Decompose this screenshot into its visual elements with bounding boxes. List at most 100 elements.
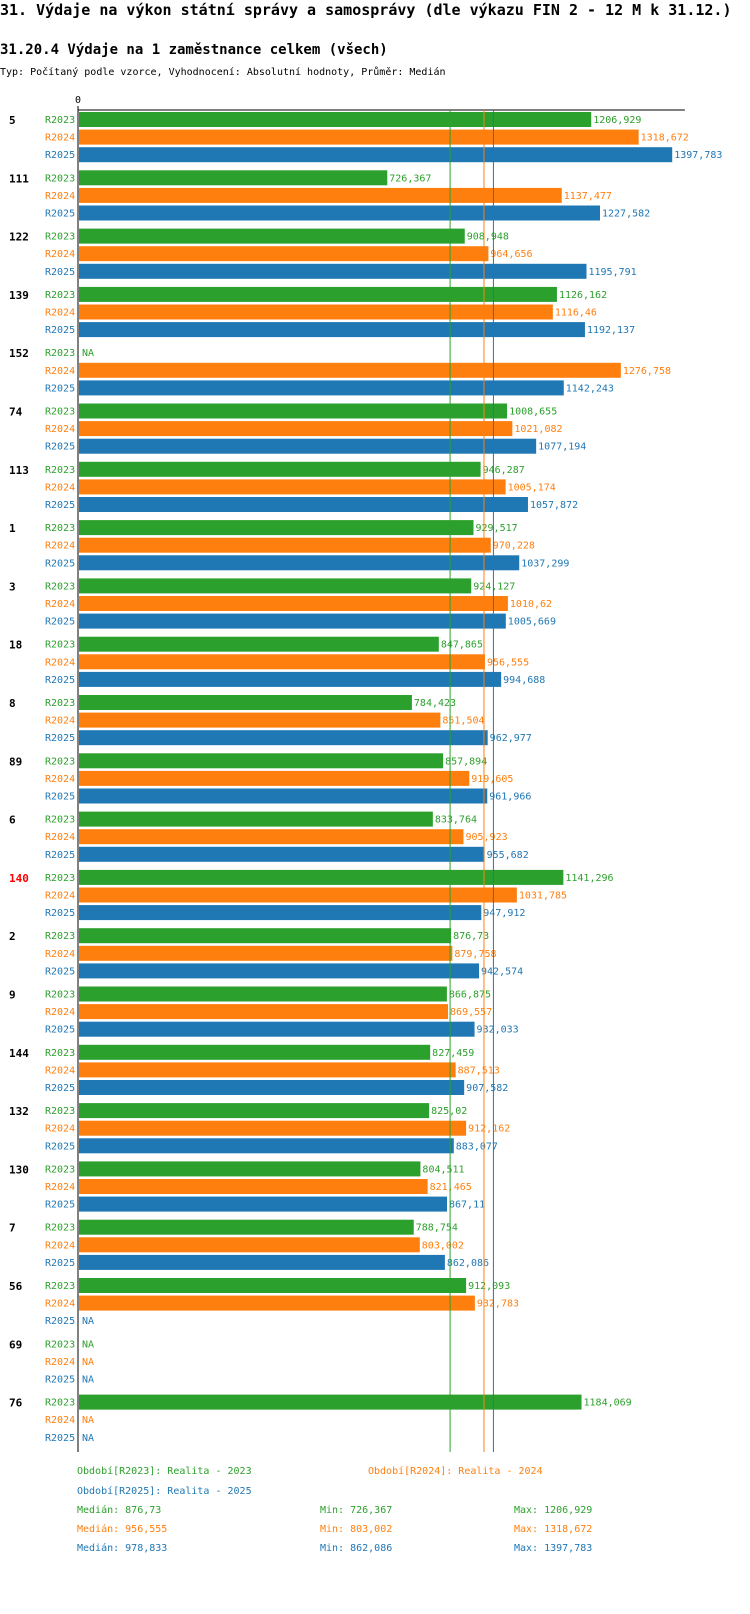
bar-R2023 xyxy=(79,461,481,477)
group-label: 69 xyxy=(9,1338,22,1351)
value-label: 964,656 xyxy=(490,249,532,260)
group-label: 76 xyxy=(9,1397,23,1410)
bar-R2023 xyxy=(79,986,447,1002)
value-label: 804,511 xyxy=(422,1164,464,1175)
bar-R2025 xyxy=(79,1080,465,1095)
value-label: 1008,655 xyxy=(509,407,557,418)
bar-R2024 xyxy=(79,596,508,611)
value-label: 962,977 xyxy=(490,733,532,744)
value-label: 1010,62 xyxy=(510,599,552,610)
series-label: R2025 xyxy=(45,966,75,977)
group-label: 89 xyxy=(9,755,22,768)
bar-R2024 xyxy=(79,1004,449,1020)
value-label: 932,033 xyxy=(477,1025,519,1036)
series-label: R2023 xyxy=(45,290,75,301)
series-label: R2024 xyxy=(45,657,75,668)
bar-R2024 xyxy=(79,770,470,786)
bar-R2023 xyxy=(79,753,444,769)
group-label: 5 xyxy=(9,114,16,127)
bar-R2025 xyxy=(79,263,587,279)
value-label: 869,557 xyxy=(450,1007,492,1018)
bar-R2023 xyxy=(79,1103,430,1119)
series-label: R2025 xyxy=(45,1141,75,1152)
value-label: 1227,582 xyxy=(602,209,650,220)
value-label: 1077,194 xyxy=(538,442,586,453)
series-label: R2024 xyxy=(45,308,75,319)
bar-R2025 xyxy=(79,205,600,221)
group-label: 3 xyxy=(9,580,16,593)
value-label: 862,086 xyxy=(447,1258,489,1269)
series-label: R2023 xyxy=(45,115,75,126)
series-label: R2024 xyxy=(45,1415,75,1426)
value-label: 942,574 xyxy=(481,966,523,977)
bar-R2023 xyxy=(79,1278,467,1293)
series-label: R2023 xyxy=(45,348,75,359)
series-label: R2023 xyxy=(45,581,75,592)
bar-R2025 xyxy=(79,788,488,804)
stat-max-r2025: Max: 1397,783 xyxy=(514,1543,593,1554)
value-label: 1206,929 xyxy=(593,115,641,126)
series-label: R2024 xyxy=(45,1299,75,1310)
series-label: R2023 xyxy=(45,815,75,826)
series-label: R2024 xyxy=(45,891,75,902)
value-label-na: NA xyxy=(82,1375,94,1386)
series-label: R2024 xyxy=(45,716,75,727)
series-label: R2024 xyxy=(45,599,75,610)
series-label: R2024 xyxy=(45,949,75,960)
series-label: R2024 xyxy=(45,191,75,202)
value-label: 726,367 xyxy=(389,173,431,184)
series-label: R2023 xyxy=(45,173,75,184)
value-label: 1141,296 xyxy=(565,873,613,884)
series-label: R2025 xyxy=(45,325,75,336)
value-label: 924,127 xyxy=(473,581,515,592)
group-label: 8 xyxy=(9,697,16,710)
value-label: 1057,872 xyxy=(530,500,578,511)
stat-min-r2025: Min: 862,086 xyxy=(320,1543,393,1554)
value-label: 994,688 xyxy=(503,675,545,686)
series-label: R2023 xyxy=(45,1281,75,1292)
value-label: 866,875 xyxy=(449,990,491,1001)
series-label: R2023 xyxy=(45,698,75,709)
series-label: R2025 xyxy=(45,442,75,453)
value-label: 803,002 xyxy=(422,1240,464,1251)
series-label: R2024 xyxy=(45,1240,75,1251)
series-label: R2023 xyxy=(45,931,75,942)
value-label: 784,423 xyxy=(414,698,456,709)
value-label-na: NA xyxy=(82,1415,94,1426)
bar-R2023 xyxy=(79,578,472,594)
value-label-na: NA xyxy=(82,1433,94,1444)
series-label: R2025 xyxy=(45,1258,75,1269)
bar-R2024 xyxy=(79,1295,475,1311)
bar-R2024 xyxy=(79,1179,428,1194)
bar-R2023 xyxy=(79,1161,421,1177)
bar-R2023 xyxy=(79,170,388,186)
value-label: 887,513 xyxy=(458,1065,500,1076)
series-label: R2025 xyxy=(45,1083,75,1094)
group-label: 111 xyxy=(9,172,29,185)
stat-min-r2023: Min: 726,367 xyxy=(320,1505,393,1516)
stat-median-r2024: Medián: 956,555 xyxy=(77,1524,168,1535)
stat-max-r2023: Max: 1206,929 xyxy=(514,1505,593,1516)
bar-R2023 xyxy=(79,1044,431,1060)
group-label: 122 xyxy=(9,231,29,244)
series-label: R2025 xyxy=(45,1433,75,1444)
value-label: 932,783 xyxy=(477,1299,519,1310)
value-label: 912,162 xyxy=(468,1124,510,1135)
value-label: 847,865 xyxy=(441,640,483,651)
group-label: 144 xyxy=(9,1047,29,1060)
value-label: 1318,672 xyxy=(641,133,689,144)
bar-R2024 xyxy=(79,654,485,670)
series-label: R2023 xyxy=(45,1339,75,1350)
group-label: 152 xyxy=(9,347,29,360)
value-label: 851,504 xyxy=(442,716,484,727)
value-label: 857,894 xyxy=(445,756,487,767)
value-label: 821,465 xyxy=(430,1182,472,1193)
series-label: R2025 xyxy=(45,733,75,744)
bar-R2024 xyxy=(79,479,506,495)
bar-R2023 xyxy=(79,403,508,419)
bar-R2025 xyxy=(79,147,673,163)
group-label: 6 xyxy=(9,814,16,827)
series-label: R2024 xyxy=(45,774,75,785)
bar-R2025 xyxy=(79,963,480,979)
group-label: 2 xyxy=(9,930,16,943)
